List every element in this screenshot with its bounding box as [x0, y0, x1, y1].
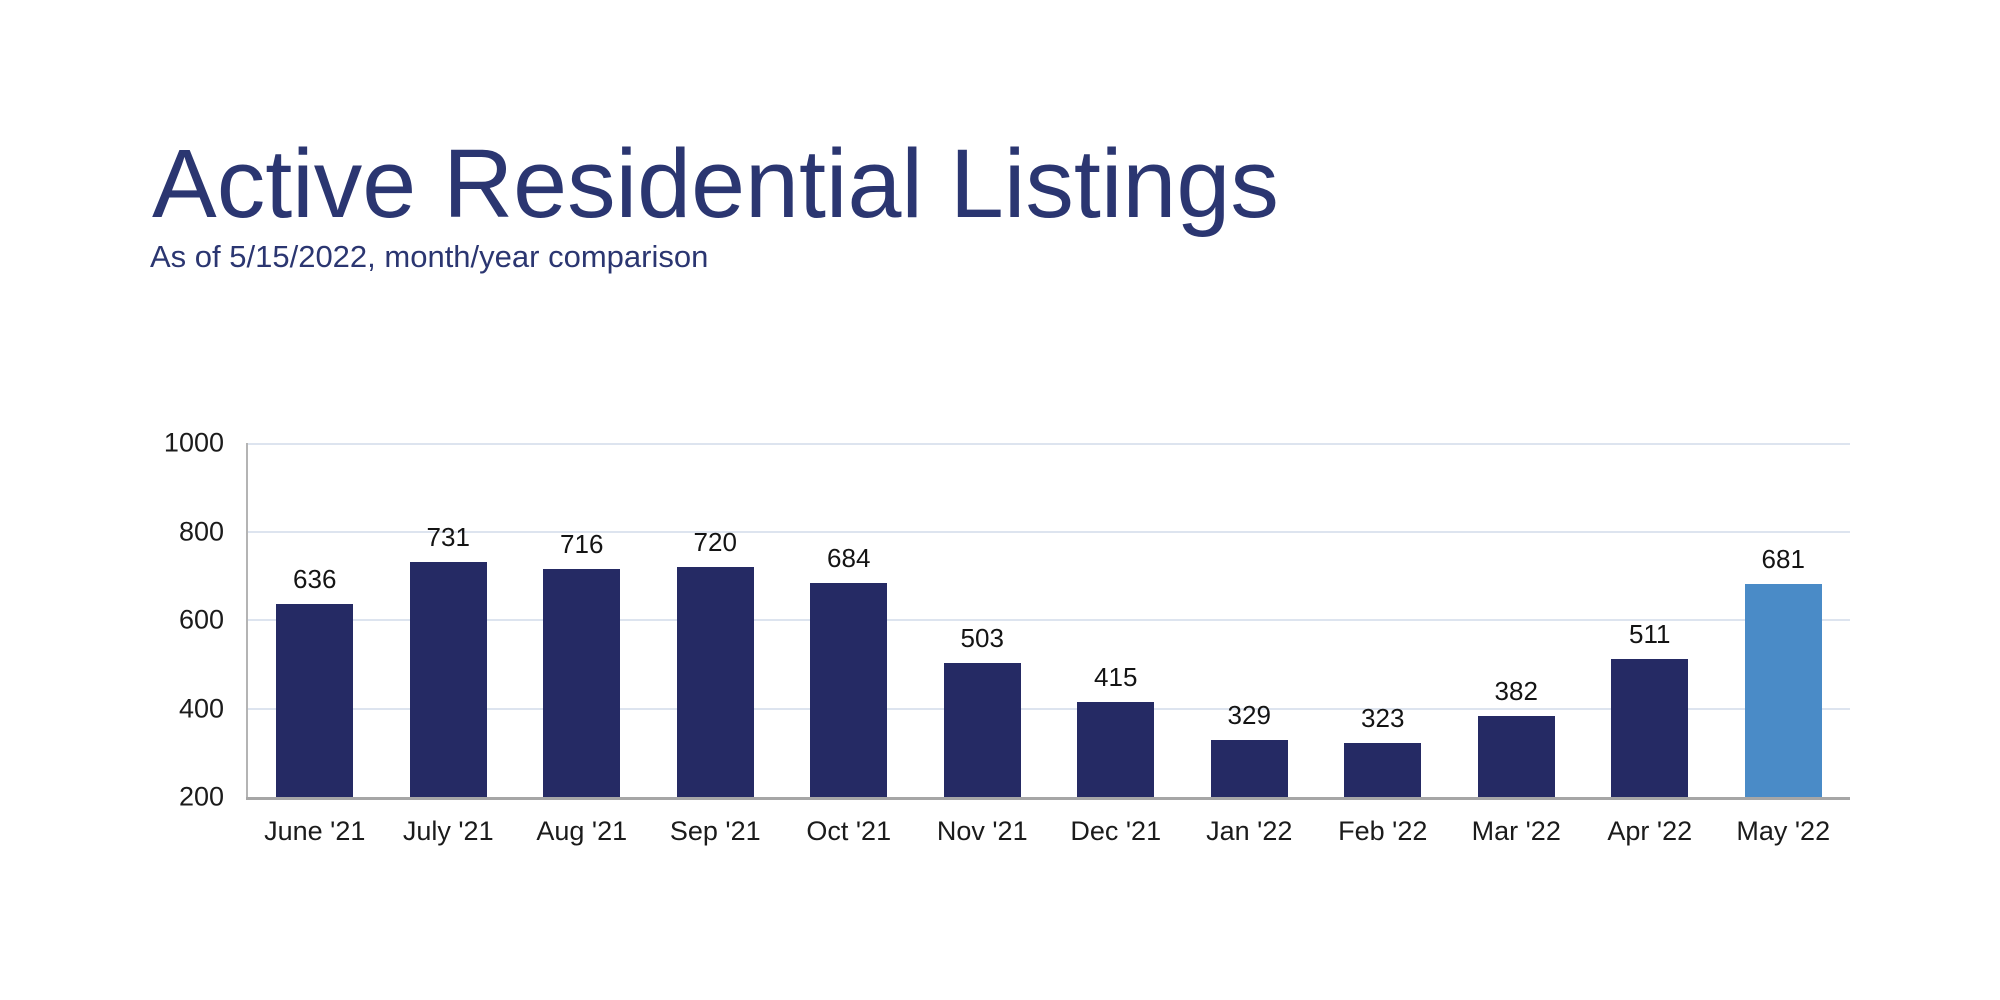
bar — [1210, 739, 1288, 797]
page-subtitle: As of 5/15/2022, month/year comparison — [150, 239, 709, 274]
bar — [409, 562, 487, 797]
x-tick-label: Apr '22 — [1607, 816, 1693, 846]
x-tick-label: May '22 — [1736, 816, 1831, 846]
page-title: Active Residential Listings — [152, 129, 1279, 238]
gridline-1000 — [248, 443, 1850, 445]
gridline-400 — [248, 707, 1850, 710]
x-tick-label: Nov '21 — [936, 816, 1028, 846]
bar — [1077, 701, 1155, 797]
bar-value-label: 720 — [693, 526, 737, 557]
bar-value-label: 382 — [1494, 676, 1538, 707]
x-tick-label: Sep '21 — [669, 816, 761, 846]
bar — [676, 566, 754, 797]
gridline-800 — [248, 530, 1850, 533]
y-tick-label: 600 — [178, 604, 224, 635]
y-tick-label: 800 — [178, 516, 224, 546]
x-tick-label: July '21 — [402, 816, 494, 846]
bar — [1744, 584, 1822, 797]
bar-value-label: 716 — [560, 528, 604, 559]
x-tick-label: Aug '21 — [536, 816, 628, 846]
bar — [810, 582, 888, 797]
bar-value-label: 511 — [1629, 619, 1671, 650]
bar-value-label: 731 — [426, 522, 470, 553]
x-tick-label: Mar '22 — [1471, 816, 1561, 846]
bar — [1611, 659, 1689, 797]
bar-value-label: 503 — [960, 622, 1004, 653]
bar — [276, 604, 354, 797]
bar-value-label: 323 — [1361, 702, 1405, 733]
bar — [543, 568, 621, 797]
bar-value-label: 415 — [1094, 661, 1138, 692]
bar — [943, 662, 1021, 797]
y-tick-label: 1000 — [163, 427, 224, 458]
y-tick-label: 400 — [178, 693, 224, 723]
y-axis-line — [246, 443, 248, 797]
x-tick-label: Oct '21 — [806, 816, 892, 846]
y-tick-label: 200 — [178, 781, 224, 812]
bar — [1344, 742, 1422, 797]
x-tick-label: Feb '22 — [1338, 816, 1428, 846]
bar — [1477, 716, 1555, 797]
x-axis-line — [246, 797, 1850, 800]
bar-value-label: 681 — [1761, 544, 1805, 575]
bar-value-label: 329 — [1227, 699, 1271, 730]
plot-area: 636 731 716 720 684 503 415 329 323 382 511 681 — [246, 443, 1850, 800]
bar-value-label: 636 — [293, 564, 337, 595]
gridline-600 — [248, 619, 1850, 621]
x-tick-label: Dec '21 — [1070, 816, 1162, 846]
x-tick-label: June '21 — [264, 816, 366, 846]
bar-value-label: 684 — [827, 542, 871, 573]
x-tick-label: Jan '22 — [1206, 816, 1293, 846]
